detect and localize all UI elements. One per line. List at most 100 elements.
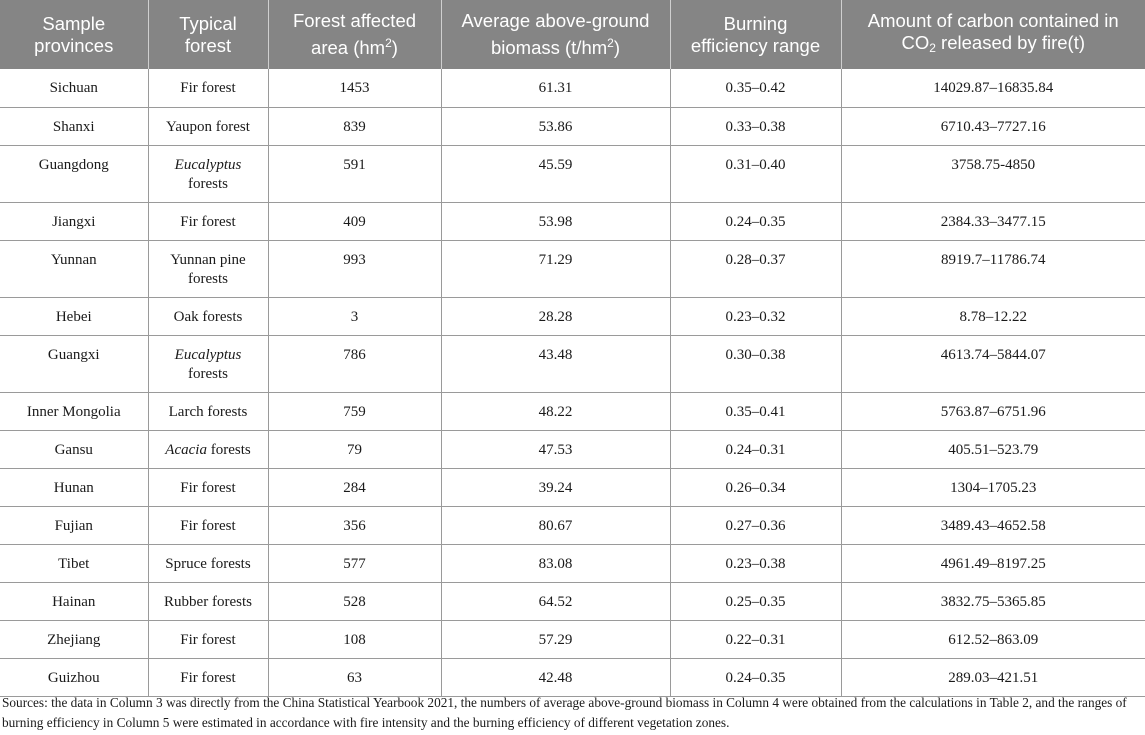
carbon-cell: 612.52–863.09 <box>840 620 1145 659</box>
province-cell: Guizhou <box>0 658 149 697</box>
forest-cell: Spruce forests <box>147 544 269 583</box>
area-cell: 528 <box>267 582 442 621</box>
table-row: Guangdong Eucalyptus forests 591 45.59 0.… <box>0 145 1145 203</box>
province-cell: Hunan <box>0 468 149 507</box>
efficiency-cell: 0.27–0.36 <box>669 506 842 545</box>
biomass-cell: 45.59 <box>440 145 671 203</box>
table-row: Guizhou Fir forest 63 42.48 0.24–0.35 28… <box>0 658 1145 697</box>
forest-cell: Fir forest <box>147 658 269 697</box>
area-cell: 839 <box>267 107 442 146</box>
area-cell: 993 <box>267 240 442 298</box>
forest-cell: Fir forest <box>147 506 269 545</box>
efficiency-cell: 0.23–0.32 <box>669 297 842 336</box>
province-cell: Shanxi <box>0 107 149 146</box>
area-cell: 79 <box>267 430 442 469</box>
province-cell: Fujian <box>0 506 149 545</box>
efficiency-cell: 0.35–0.41 <box>669 392 842 431</box>
biomass-cell: 28.28 <box>440 297 671 336</box>
biomass-cell: 80.67 <box>440 506 671 545</box>
table-row: Shanxi Yaupon forest 839 53.86 0.33–0.38… <box>0 107 1145 146</box>
area-cell: 759 <box>267 392 442 431</box>
area-cell: 409 <box>267 202 442 241</box>
forest-fire-carbon-table: Sample provinces Typical forest Forest a… <box>0 0 1145 697</box>
biomass-cell: 71.29 <box>440 240 671 298</box>
table-row: Guangxi Eucalyptus forests 786 43.48 0.30… <box>0 335 1145 393</box>
forest-cell: Larch forests <box>147 392 269 431</box>
table-row: Zhejiang Fir forest 108 57.29 0.22–0.31 … <box>0 620 1145 659</box>
efficiency-cell: 0.28–0.37 <box>669 240 842 298</box>
province-cell: Hainan <box>0 582 149 621</box>
efficiency-cell: 0.24–0.35 <box>669 658 842 697</box>
area-cell: 3 <box>267 297 442 336</box>
efficiency-cell: 0.33–0.38 <box>669 107 842 146</box>
table-row: Hebei Oak forests 3 28.28 0.23–0.32 8.78… <box>0 297 1145 336</box>
carbon-cell: 3832.75–5365.85 <box>840 582 1145 621</box>
table-row: Jiangxi Fir forest 409 53.98 0.24–0.35 2… <box>0 202 1145 241</box>
header-typical-forest: Typical forest <box>147 0 269 69</box>
efficiency-cell: 0.24–0.35 <box>669 202 842 241</box>
province-cell: Guangdong <box>0 145 149 203</box>
area-cell: 591 <box>267 145 442 203</box>
efficiency-cell: 0.31–0.40 <box>669 145 842 203</box>
header-forest-affected-area: Forest affected area (hm2) <box>267 0 442 69</box>
efficiency-cell: 0.35–0.42 <box>669 69 842 108</box>
efficiency-cell: 0.22–0.31 <box>669 620 842 659</box>
header-average-biomass: Average above-ground biomass (t/hm2) <box>440 0 671 69</box>
table-row: Gansu Acacia forests 79 47.53 0.24–0.31 … <box>0 430 1145 469</box>
forest-cell: Acacia forests <box>147 430 269 469</box>
biomass-cell: 43.48 <box>440 335 671 393</box>
biomass-cell: 53.98 <box>440 202 671 241</box>
carbon-cell: 8919.7–11786.74 <box>840 240 1145 298</box>
efficiency-cell: 0.23–0.38 <box>669 544 842 583</box>
forest-cell: Fir forest <box>147 468 269 507</box>
table-footnote: Sources: the data in Column 3 was direct… <box>2 695 1127 730</box>
forest-cell: Oak forests <box>147 297 269 336</box>
carbon-cell: 2384.33–3477.15 <box>840 202 1145 241</box>
biomass-cell: 48.22 <box>440 392 671 431</box>
carbon-cell: 405.51–523.79 <box>840 430 1145 469</box>
carbon-cell: 5763.87–6751.96 <box>840 392 1145 431</box>
table-row: Hainan Rubber forests 528 64.52 0.25–0.3… <box>0 582 1145 621</box>
biomass-cell: 47.53 <box>440 430 671 469</box>
forest-cell: Fir forest <box>147 202 269 241</box>
forest-cell: Fir forest <box>147 620 269 659</box>
table-row: Tibet Spruce forests 577 83.08 0.23–0.38… <box>0 544 1145 583</box>
province-cell: Gansu <box>0 430 149 469</box>
forest-cell: Rubber forests <box>147 582 269 621</box>
biomass-cell: 61.31 <box>440 69 671 108</box>
header-burning-efficiency: Burning efficiency range <box>669 0 842 69</box>
province-cell: Hebei <box>0 297 149 336</box>
efficiency-cell: 0.24–0.31 <box>669 430 842 469</box>
area-cell: 63 <box>267 658 442 697</box>
forest-cell: Fir forest <box>147 69 269 108</box>
province-cell: Inner Mongolia <box>0 392 149 431</box>
biomass-cell: 57.29 <box>440 620 671 659</box>
header-carbon-released: Amount of carbon contained in CO2 releas… <box>840 0 1145 69</box>
carbon-cell: 4961.49–8197.25 <box>840 544 1145 583</box>
header-row: Sample provinces Typical forest Forest a… <box>0 0 1145 69</box>
carbon-cell: 4613.74–5844.07 <box>840 335 1145 393</box>
carbon-cell: 8.78–12.22 <box>840 297 1145 336</box>
area-cell: 786 <box>267 335 442 393</box>
table-row: Inner Mongolia Larch forests 759 48.22 0… <box>0 392 1145 431</box>
biomass-cell: 53.86 <box>440 107 671 146</box>
header-sample-provinces: Sample provinces <box>0 0 149 69</box>
carbon-cell: 289.03–421.51 <box>840 658 1145 697</box>
biomass-cell: 39.24 <box>440 468 671 507</box>
forest-cell: Yaupon forest <box>147 107 269 146</box>
carbon-cell: 6710.43–7727.16 <box>840 107 1145 146</box>
province-cell: Sichuan <box>0 69 149 108</box>
province-cell: Tibet <box>0 544 149 583</box>
biomass-cell: 83.08 <box>440 544 671 583</box>
area-cell: 1453 <box>267 69 442 108</box>
table-row: Hunan Fir forest 284 39.24 0.26–0.34 130… <box>0 468 1145 507</box>
area-cell: 356 <box>267 506 442 545</box>
table-row: Yunnan Yunnan pine forests 993 71.29 0.28… <box>0 240 1145 298</box>
table-row: Sichuan Fir forest 1453 61.31 0.35–0.42 … <box>0 69 1145 108</box>
forest-cell: Yunnan pine forests <box>147 240 269 298</box>
carbon-cell: 3758.75-4850 <box>840 145 1145 203</box>
efficiency-cell: 0.26–0.34 <box>669 468 842 507</box>
carbon-cell: 1304–1705.23 <box>840 468 1145 507</box>
province-cell: Yunnan <box>0 240 149 298</box>
area-cell: 284 <box>267 468 442 507</box>
